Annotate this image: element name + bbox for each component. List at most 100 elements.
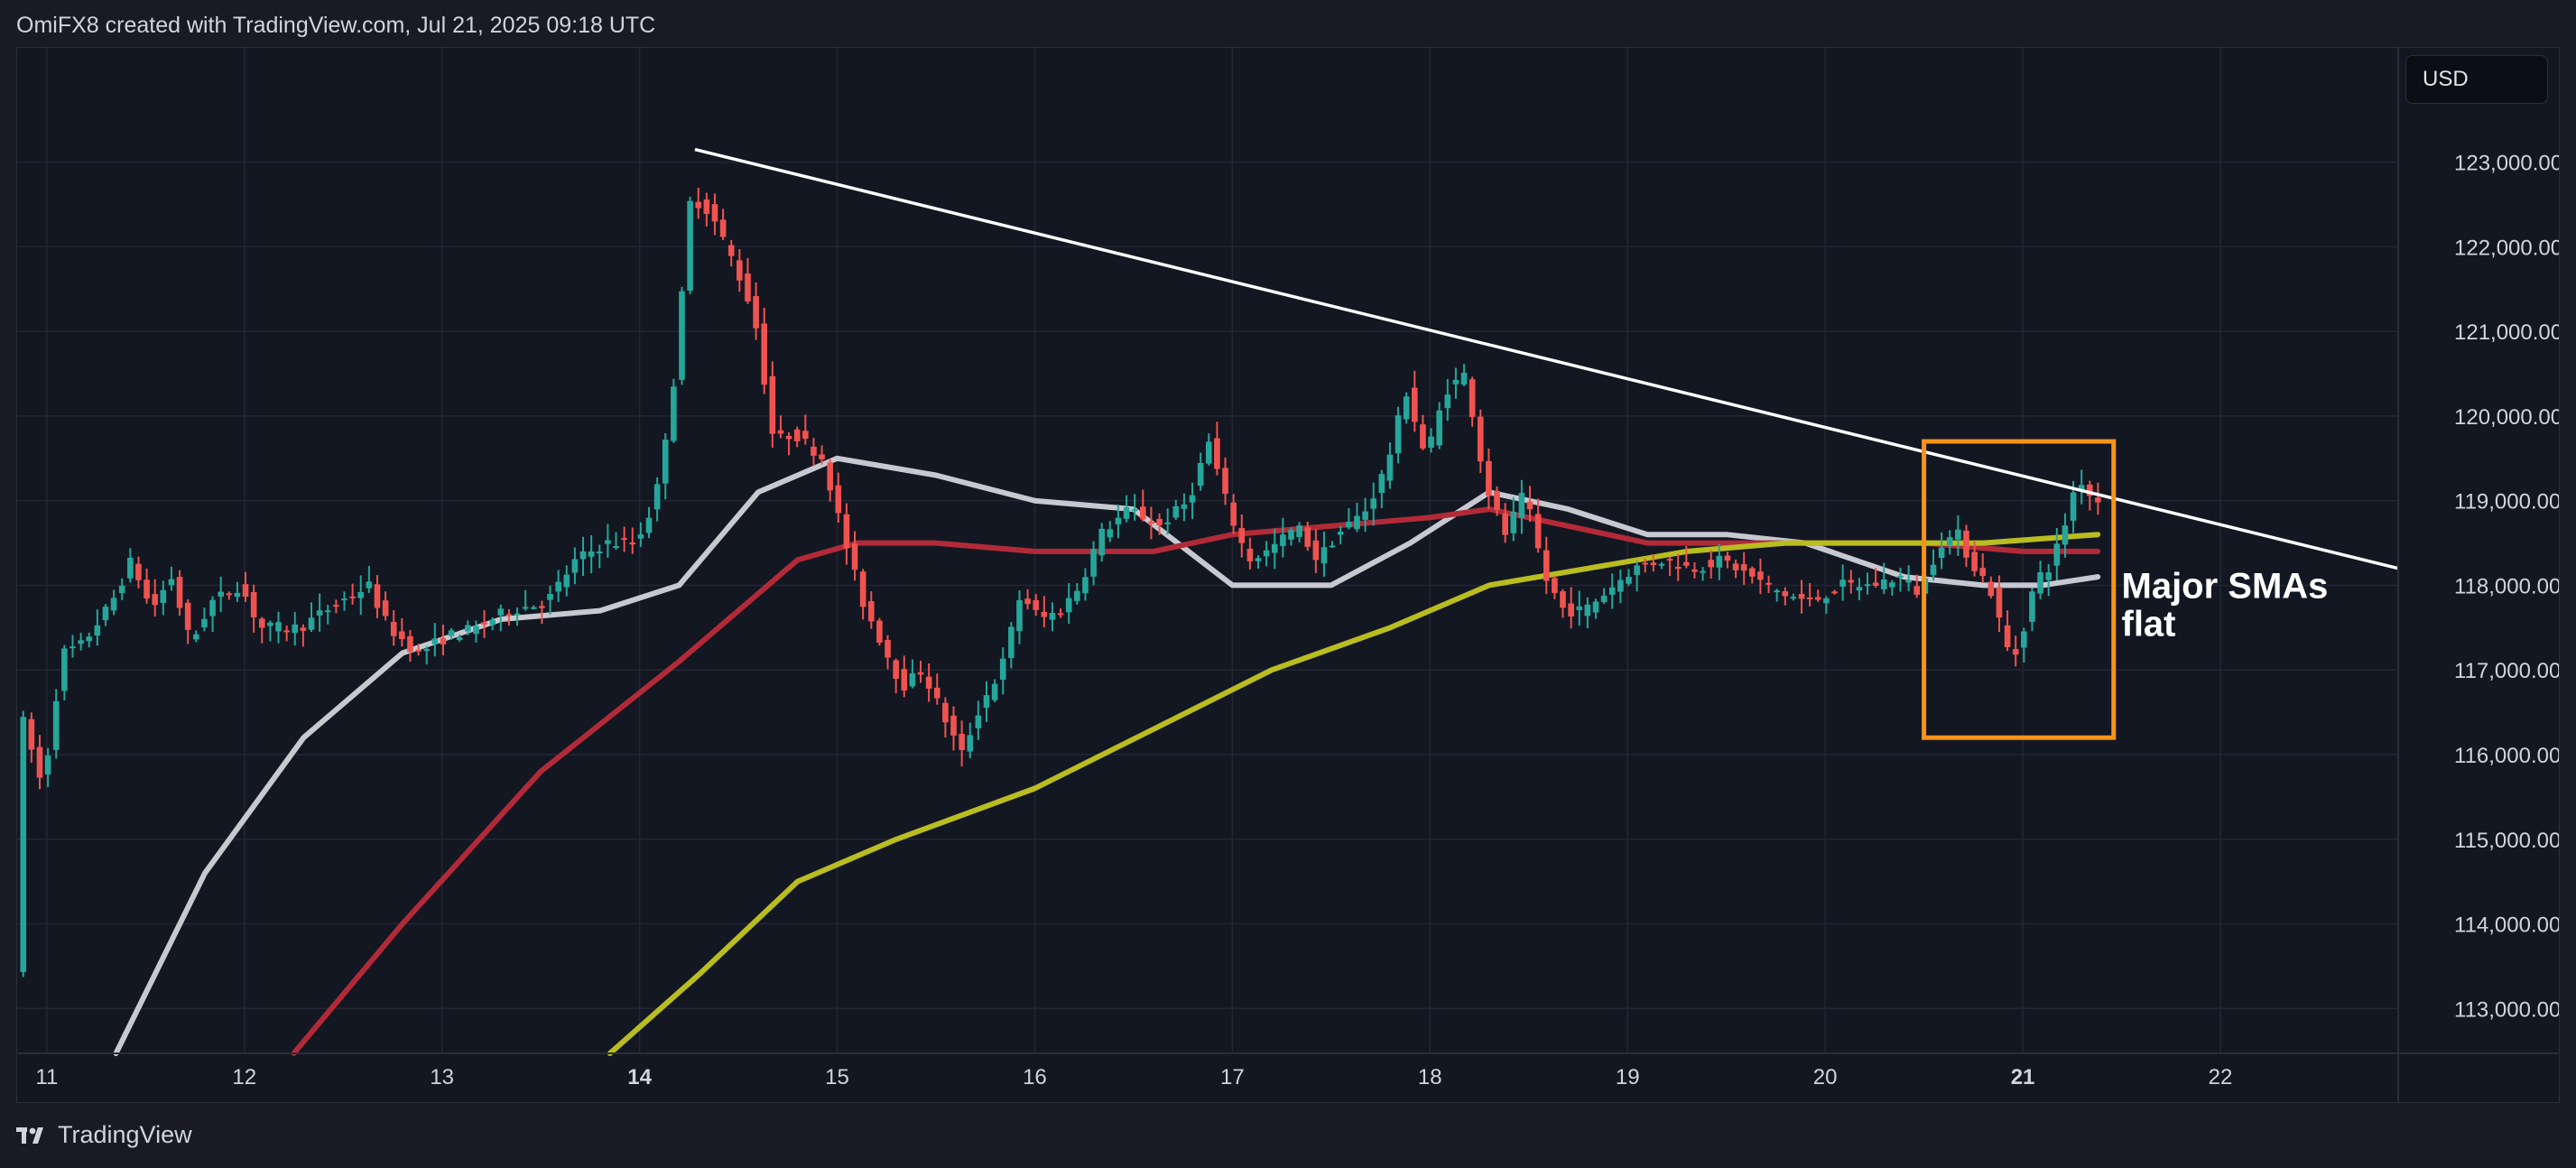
candle-body (885, 639, 891, 658)
candle-body (925, 676, 932, 689)
candle-body (36, 746, 43, 778)
candle-body (1666, 559, 1673, 561)
candle-body (1288, 530, 1294, 540)
y-tick-label: 114,000.00 (2454, 913, 2560, 938)
candle-body (1889, 582, 1895, 588)
candle-body (1090, 549, 1097, 577)
candle-body (1214, 438, 1220, 469)
candle-body (465, 625, 471, 632)
candle-body (827, 462, 833, 491)
candle-body (1412, 387, 1418, 422)
candle-body (514, 613, 521, 616)
chart-panel[interactable]: Major SMAs flat 113,000.00 114,000.00 115,0… (16, 47, 2560, 1103)
candle-body (2086, 484, 2093, 496)
y-tick-label: 115,000.00 (2454, 829, 2560, 853)
candle-body (991, 683, 998, 700)
sma-line-1 (113, 455, 2101, 1056)
candle-body (2062, 525, 2069, 545)
candle-body (802, 431, 809, 440)
candle-body (867, 601, 875, 622)
x-tick-label: 22 (2209, 1065, 2233, 1089)
currency-button[interactable]: USD (2405, 55, 2548, 104)
candle-body (1469, 379, 1476, 418)
x-tick-label: 11 (35, 1065, 58, 1089)
candle-body (711, 204, 718, 222)
y-tick-label: 121,000.00 (2454, 320, 2560, 345)
candle-body (316, 610, 323, 616)
candle-body (1658, 563, 1665, 566)
candle-body (1436, 410, 1442, 446)
candle-body (901, 669, 908, 691)
candle-body (118, 585, 125, 594)
candle-body (2021, 631, 2027, 648)
candle-body (1477, 416, 1484, 462)
candle-body (811, 446, 817, 456)
candle-body (1057, 613, 1064, 616)
x-tick-label: 12 (232, 1065, 256, 1089)
candle-body (1139, 506, 1146, 520)
candle-body (1263, 550, 1270, 557)
candle-body (777, 430, 784, 434)
candle-body (2070, 492, 2077, 521)
annotation-text: Major SMAs (2122, 566, 2329, 606)
candle-body (1172, 505, 1180, 518)
annotation-text: flat (2122, 604, 2176, 644)
candle-body (505, 614, 513, 616)
candle-body (613, 545, 619, 548)
candle-body (242, 584, 249, 598)
candle-body (703, 199, 710, 214)
candle-body (1148, 521, 1154, 524)
candle-body (621, 538, 627, 541)
candle-body (1346, 522, 1352, 528)
candle-body (1420, 424, 1426, 449)
candle-body (745, 273, 751, 301)
candle-body (1560, 591, 1566, 608)
candle-body (2078, 485, 2085, 492)
candle-body (753, 296, 759, 329)
candle-body (218, 591, 224, 597)
candle-body (1946, 537, 1953, 545)
candle-body (1724, 555, 1731, 561)
candle-body (1123, 507, 1130, 519)
candles (20, 188, 2101, 978)
candle-body (645, 517, 653, 533)
x-tick-label: 18 (1418, 1065, 1442, 1089)
candle-body (1222, 468, 1228, 495)
candle-body (1041, 611, 1048, 617)
sma-lines (113, 455, 2101, 1056)
candle-body (2095, 497, 2101, 503)
candle-body (1238, 527, 1246, 543)
candle-body (1362, 511, 1368, 520)
y-tick-label: 122,000.00 (2454, 236, 2560, 260)
candle-body (1634, 565, 1640, 575)
tradingview-brand[interactable]: TradingView (16, 1121, 192, 1149)
candle-body (2004, 625, 2011, 648)
candle-body (1930, 564, 1937, 576)
candle-body (102, 607, 109, 621)
y-tick-label: 123,000.00 (2454, 152, 2560, 176)
candle-body (1626, 577, 1632, 584)
candle-body (1230, 502, 1237, 526)
candle-body (1823, 598, 1830, 604)
candle-body (1189, 495, 1196, 503)
candle-body (1304, 527, 1311, 547)
candle-body (893, 660, 899, 680)
tradingview-logo-icon (16, 1126, 43, 1144)
candle-body (431, 638, 439, 644)
y-tick-label: 113,000.00 (2454, 997, 2560, 1022)
candle-body (192, 634, 199, 640)
candle-body (1905, 579, 1912, 583)
candle-body (366, 581, 373, 589)
candle-body (1246, 548, 1254, 561)
candle-body (292, 624, 299, 634)
candle-body (1608, 587, 1616, 595)
candle-body (785, 435, 792, 440)
candle-body (1806, 597, 1813, 599)
x-tick-label: 17 (1220, 1065, 1245, 1089)
candle-body (662, 440, 669, 484)
candle-body (671, 386, 677, 441)
candle-body (819, 454, 825, 459)
candle-body (1098, 528, 1106, 556)
